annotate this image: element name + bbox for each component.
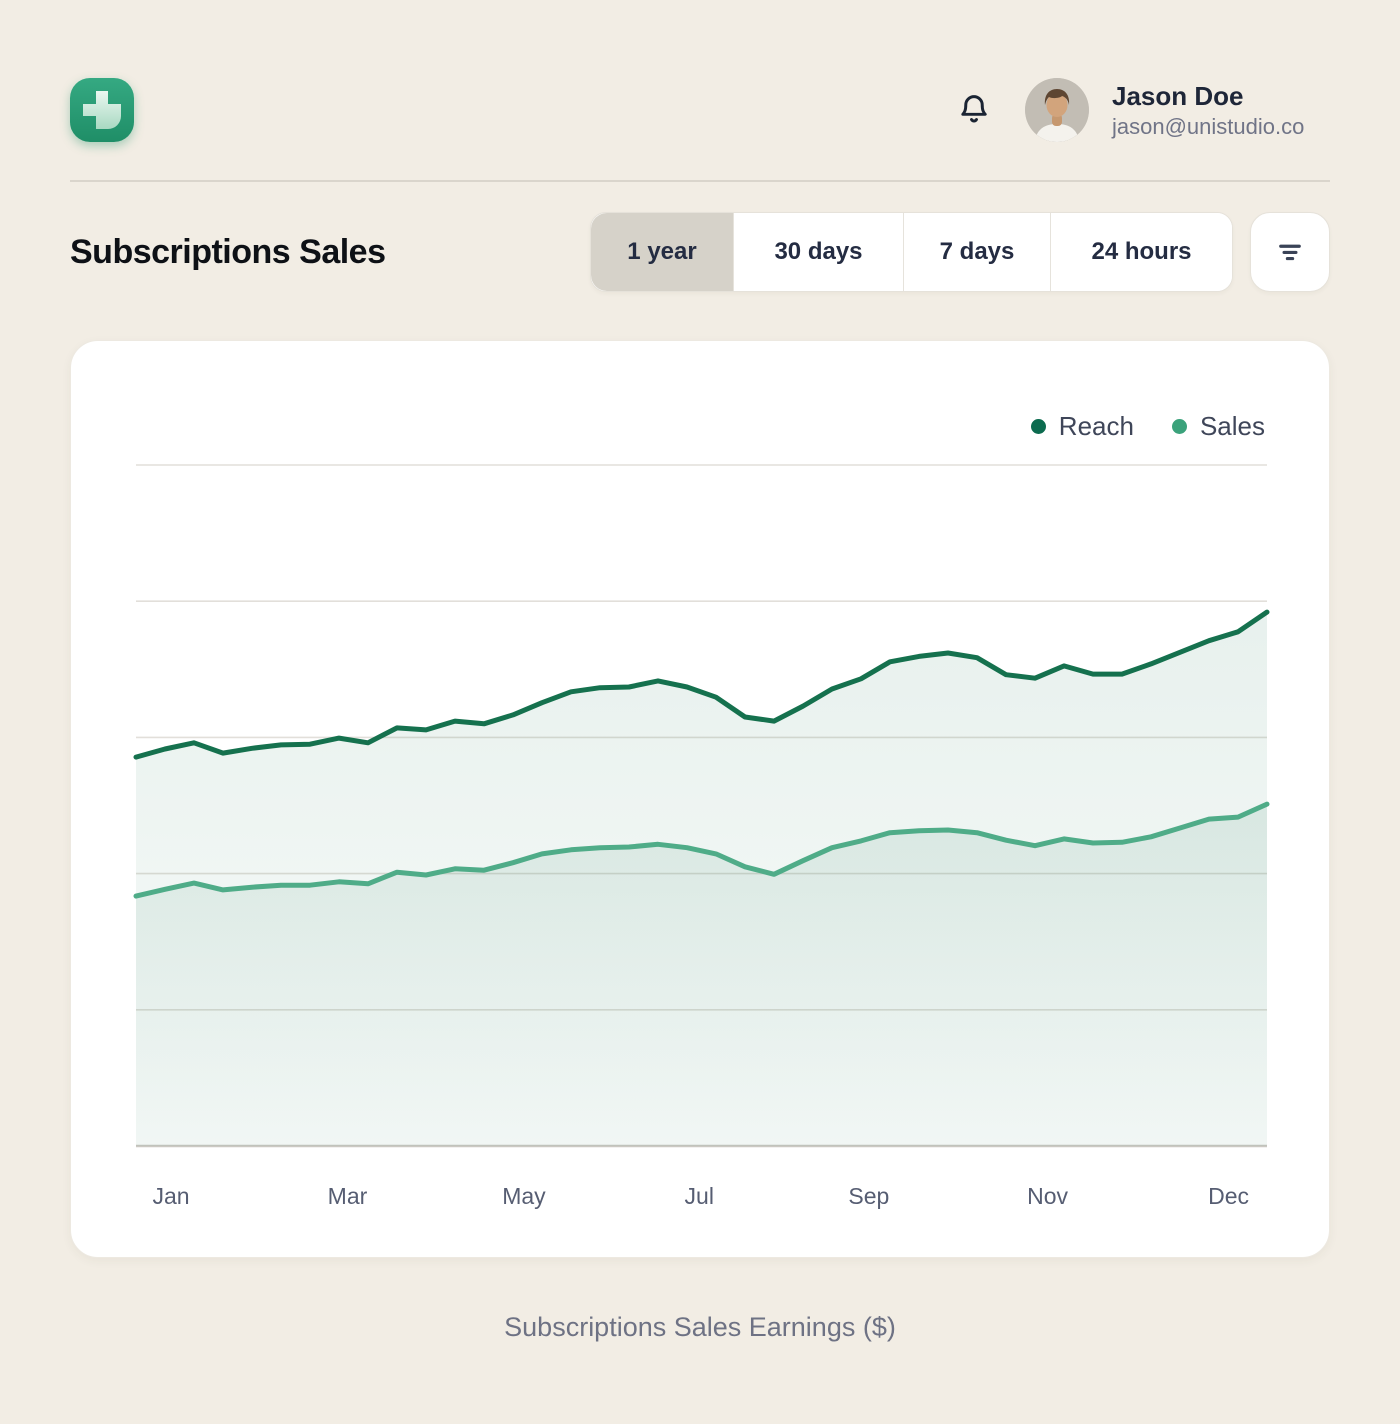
x-tick-jan: Jan: [152, 1183, 190, 1209]
filter-button[interactable]: [1250, 212, 1330, 292]
filter-lines-icon: [1279, 244, 1301, 261]
x-tick-nov: Nov: [1027, 1183, 1069, 1209]
time-range-tabs: 1 year 30 days 7 days 24 hours: [590, 212, 1233, 292]
chart-plot-area: [133, 464, 1270, 1148]
plus-cross-icon: [83, 91, 121, 129]
reach-dot-icon: [1030, 419, 1046, 434]
chart-card: Reach Sales Jan Mar May Jul: [70, 340, 1330, 1258]
tab-30-days[interactable]: 30 days: [733, 213, 903, 291]
x-tick-dec: Dec: [1208, 1183, 1249, 1209]
user-avatar[interactable]: [1025, 78, 1089, 142]
tab-7-days[interactable]: 7 days: [903, 213, 1050, 291]
bell-icon: [961, 95, 987, 123]
tab-24-hours[interactable]: 24 hours: [1050, 213, 1232, 291]
legend-item-reach[interactable]: Reach: [1030, 411, 1134, 442]
sales-dot-icon: [1171, 419, 1187, 434]
page-title: Subscriptions Sales: [70, 233, 386, 271]
chart-caption: Subscriptions Sales Earnings ($): [504, 1312, 896, 1342]
header-divider: [70, 180, 1330, 182]
user-avatar-photo: [1025, 78, 1089, 142]
app-logo[interactable]: [70, 78, 134, 142]
tab-1-year[interactable]: 1 year: [591, 213, 733, 291]
sales-area: [136, 804, 1267, 1146]
x-axis: Jan Mar May Jul Sep Nov Dec: [136, 1183, 1267, 1213]
notifications-button[interactable]: [950, 84, 998, 132]
legend-item-sales[interactable]: Sales: [1171, 411, 1265, 442]
x-tick-mar: Mar: [327, 1183, 368, 1209]
sales-line: [133, 801, 1270, 899]
user-email: jason@unistudio.co: [1112, 114, 1305, 139]
x-tick-sep: Sep: [848, 1183, 890, 1209]
legend-label-reach: Reach: [1058, 411, 1134, 441]
chart-plot: [133, 464, 1270, 1148]
chart-legend: Reach Sales: [1030, 411, 1265, 442]
x-tick-jul: Jul: [684, 1183, 714, 1209]
reach-line: [133, 609, 1270, 760]
user-info: Jason Doe jason@unistudio.co: [1112, 80, 1304, 142]
user-name: Jason Doe: [1112, 81, 1244, 111]
x-tick-may: May: [502, 1183, 546, 1209]
legend-label-sales: Sales: [1199, 411, 1265, 441]
